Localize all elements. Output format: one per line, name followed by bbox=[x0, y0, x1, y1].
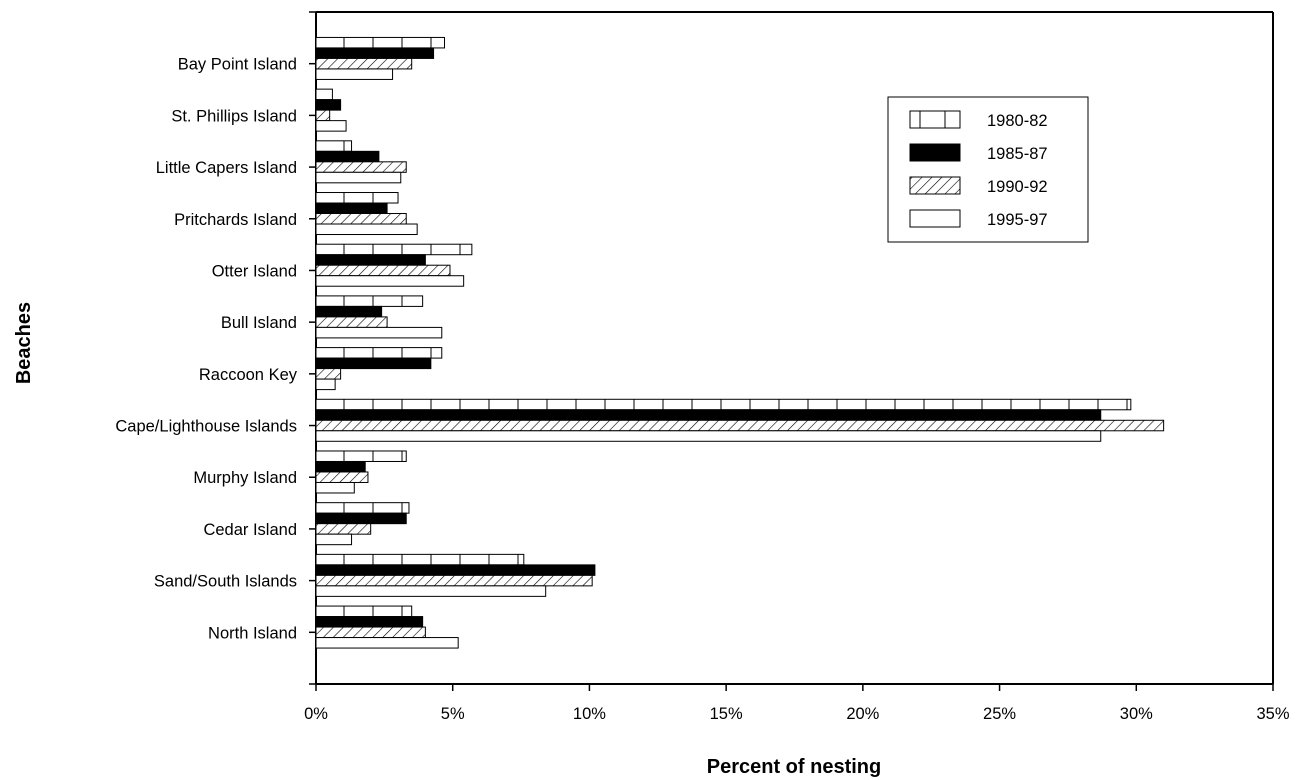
bar-st-phillips-island-1985-87 bbox=[315, 99, 342, 111]
y-axis-title: Beaches bbox=[13, 302, 35, 384]
legend: 1980-82 1985-87 1990-92 1995-97 bbox=[887, 96, 1089, 243]
bar-bull-island-1990-92 bbox=[315, 316, 388, 328]
bar-st-phillips-island-1990-92 bbox=[315, 109, 331, 122]
legend-swatch-1985-87 bbox=[909, 143, 961, 162]
bar-st-phillips-island-1980-82 bbox=[315, 88, 333, 101]
bar-raccoon-key-1990-92 bbox=[315, 368, 342, 380]
category-label-raccoon-key: Raccoon Key bbox=[199, 366, 298, 384]
bar-st-phillips-island-1995-97 bbox=[315, 120, 347, 132]
x-ticks: 0% 5% 10% 15% 20% 25% 30% 35% bbox=[304, 684, 1290, 723]
bar-cedar-island-1980-82 bbox=[315, 502, 410, 514]
bar-pritchards-island-1985-87 bbox=[315, 202, 388, 215]
legend-label-1990-92: 1990-92 bbox=[987, 178, 1048, 196]
legend-swatch-1990-92 bbox=[909, 176, 961, 195]
bars bbox=[315, 36, 1165, 649]
category-label-cape-lighthouse-islands: Cape/Lighthouse Islands bbox=[115, 418, 297, 436]
x-tick-label: 30% bbox=[1120, 705, 1153, 723]
bar-north-island-1980-82 bbox=[315, 605, 413, 618]
bar-cedar-island-1995-97 bbox=[315, 533, 353, 546]
x-tick-label: 25% bbox=[983, 705, 1016, 723]
bar-north-island-1995-97 bbox=[315, 637, 459, 649]
bar-otter-island-1980-82 bbox=[315, 243, 473, 256]
bar-raccoon-key-1980-82 bbox=[315, 347, 443, 359]
bar-bay-point-island-1980-82 bbox=[315, 36, 446, 49]
bar-sand-south-islands-1985-87 bbox=[315, 564, 596, 576]
x-axis-title: Percent of nesting bbox=[707, 756, 881, 778]
category-label-st-phillips-island: St. Phillips Island bbox=[171, 107, 297, 125]
category-label-bull-island: Bull Island bbox=[221, 314, 297, 332]
bar-little-capers-island-1985-87 bbox=[315, 150, 380, 163]
bar-cape-lighthouse-islands-1995-97 bbox=[315, 430, 1102, 442]
bar-cedar-island-1990-92 bbox=[315, 523, 372, 535]
bar-otter-island-1995-97 bbox=[315, 275, 465, 287]
bar-little-capers-island-1980-82 bbox=[315, 140, 353, 152]
bar-pritchards-island-1980-82 bbox=[315, 192, 399, 204]
bar-murphy-island-1985-87 bbox=[315, 460, 366, 473]
legend-label-1995-97: 1995-97 bbox=[987, 211, 1048, 229]
bar-bay-point-island-1990-92 bbox=[315, 57, 413, 70]
y-ticks: Bay Point Island St. Phillips Island Littl… bbox=[115, 11, 316, 685]
bar-sand-south-islands-1990-92 bbox=[315, 574, 593, 587]
bar-cedar-island-1985-87 bbox=[315, 512, 407, 525]
category-label-pritchards-island: Pritchards Island bbox=[174, 211, 297, 229]
bar-little-capers-island-1995-97 bbox=[315, 171, 402, 184]
legend-label-1980-82: 1980-82 bbox=[987, 112, 1048, 130]
bar-sand-south-islands-1995-97 bbox=[315, 585, 547, 597]
category-label-north-island: North Island bbox=[208, 624, 297, 642]
bar-little-capers-island-1990-92 bbox=[315, 161, 407, 173]
x-tick-label: 35% bbox=[1256, 705, 1289, 723]
bar-bull-island-1995-97 bbox=[315, 326, 443, 339]
category-label-otter-island: Otter Island bbox=[212, 262, 297, 280]
bar-murphy-island-1980-82 bbox=[315, 450, 407, 462]
bar-murphy-island-1995-97 bbox=[315, 481, 355, 494]
category-label-little-capers-island: Little Capers Island bbox=[156, 159, 297, 177]
bar-bull-island-1985-87 bbox=[315, 305, 383, 318]
x-tick-label: 10% bbox=[573, 705, 606, 723]
bar-north-island-1990-92 bbox=[315, 626, 426, 639]
bar-cape-lighthouse-islands-1980-82 bbox=[315, 398, 1132, 411]
x-tick-label: 0% bbox=[304, 705, 328, 723]
bar-raccoon-key-1985-87 bbox=[315, 357, 432, 370]
x-tick-label: 20% bbox=[846, 705, 879, 723]
bar-cape-lighthouse-islands-1990-92 bbox=[315, 419, 1165, 432]
legend-label-1985-87: 1985-87 bbox=[987, 145, 1048, 163]
x-tick-label: 5% bbox=[441, 705, 465, 723]
bar-murphy-island-1990-92 bbox=[315, 471, 369, 483]
bar-bay-point-island-1995-97 bbox=[315, 68, 394, 80]
bar-otter-island-1985-87 bbox=[315, 254, 426, 266]
category-label-bay-point-island: Bay Point Island bbox=[178, 56, 297, 74]
bar-pritchards-island-1990-92 bbox=[315, 213, 407, 225]
legend-swatch-1995-97 bbox=[909, 209, 961, 228]
category-label-sand-south-islands: Sand/South Islands bbox=[154, 573, 297, 591]
bar-bay-point-island-1985-87 bbox=[315, 47, 435, 59]
bar-otter-island-1990-92 bbox=[315, 264, 451, 277]
legend-swatch-1980-82 bbox=[909, 110, 961, 129]
bar-bull-island-1980-82 bbox=[315, 295, 424, 307]
bar-north-island-1985-87 bbox=[315, 616, 424, 628]
bar-cape-lighthouse-islands-1985-87 bbox=[315, 409, 1102, 421]
category-label-cedar-island: Cedar Island bbox=[203, 521, 297, 539]
x-tick-label: 15% bbox=[710, 705, 743, 723]
bar-raccoon-key-1995-97 bbox=[315, 378, 336, 391]
category-label-murphy-island: Murphy Island bbox=[193, 469, 297, 487]
bar-sand-south-islands-1980-82 bbox=[315, 553, 525, 566]
bar-pritchards-island-1995-97 bbox=[315, 223, 418, 236]
